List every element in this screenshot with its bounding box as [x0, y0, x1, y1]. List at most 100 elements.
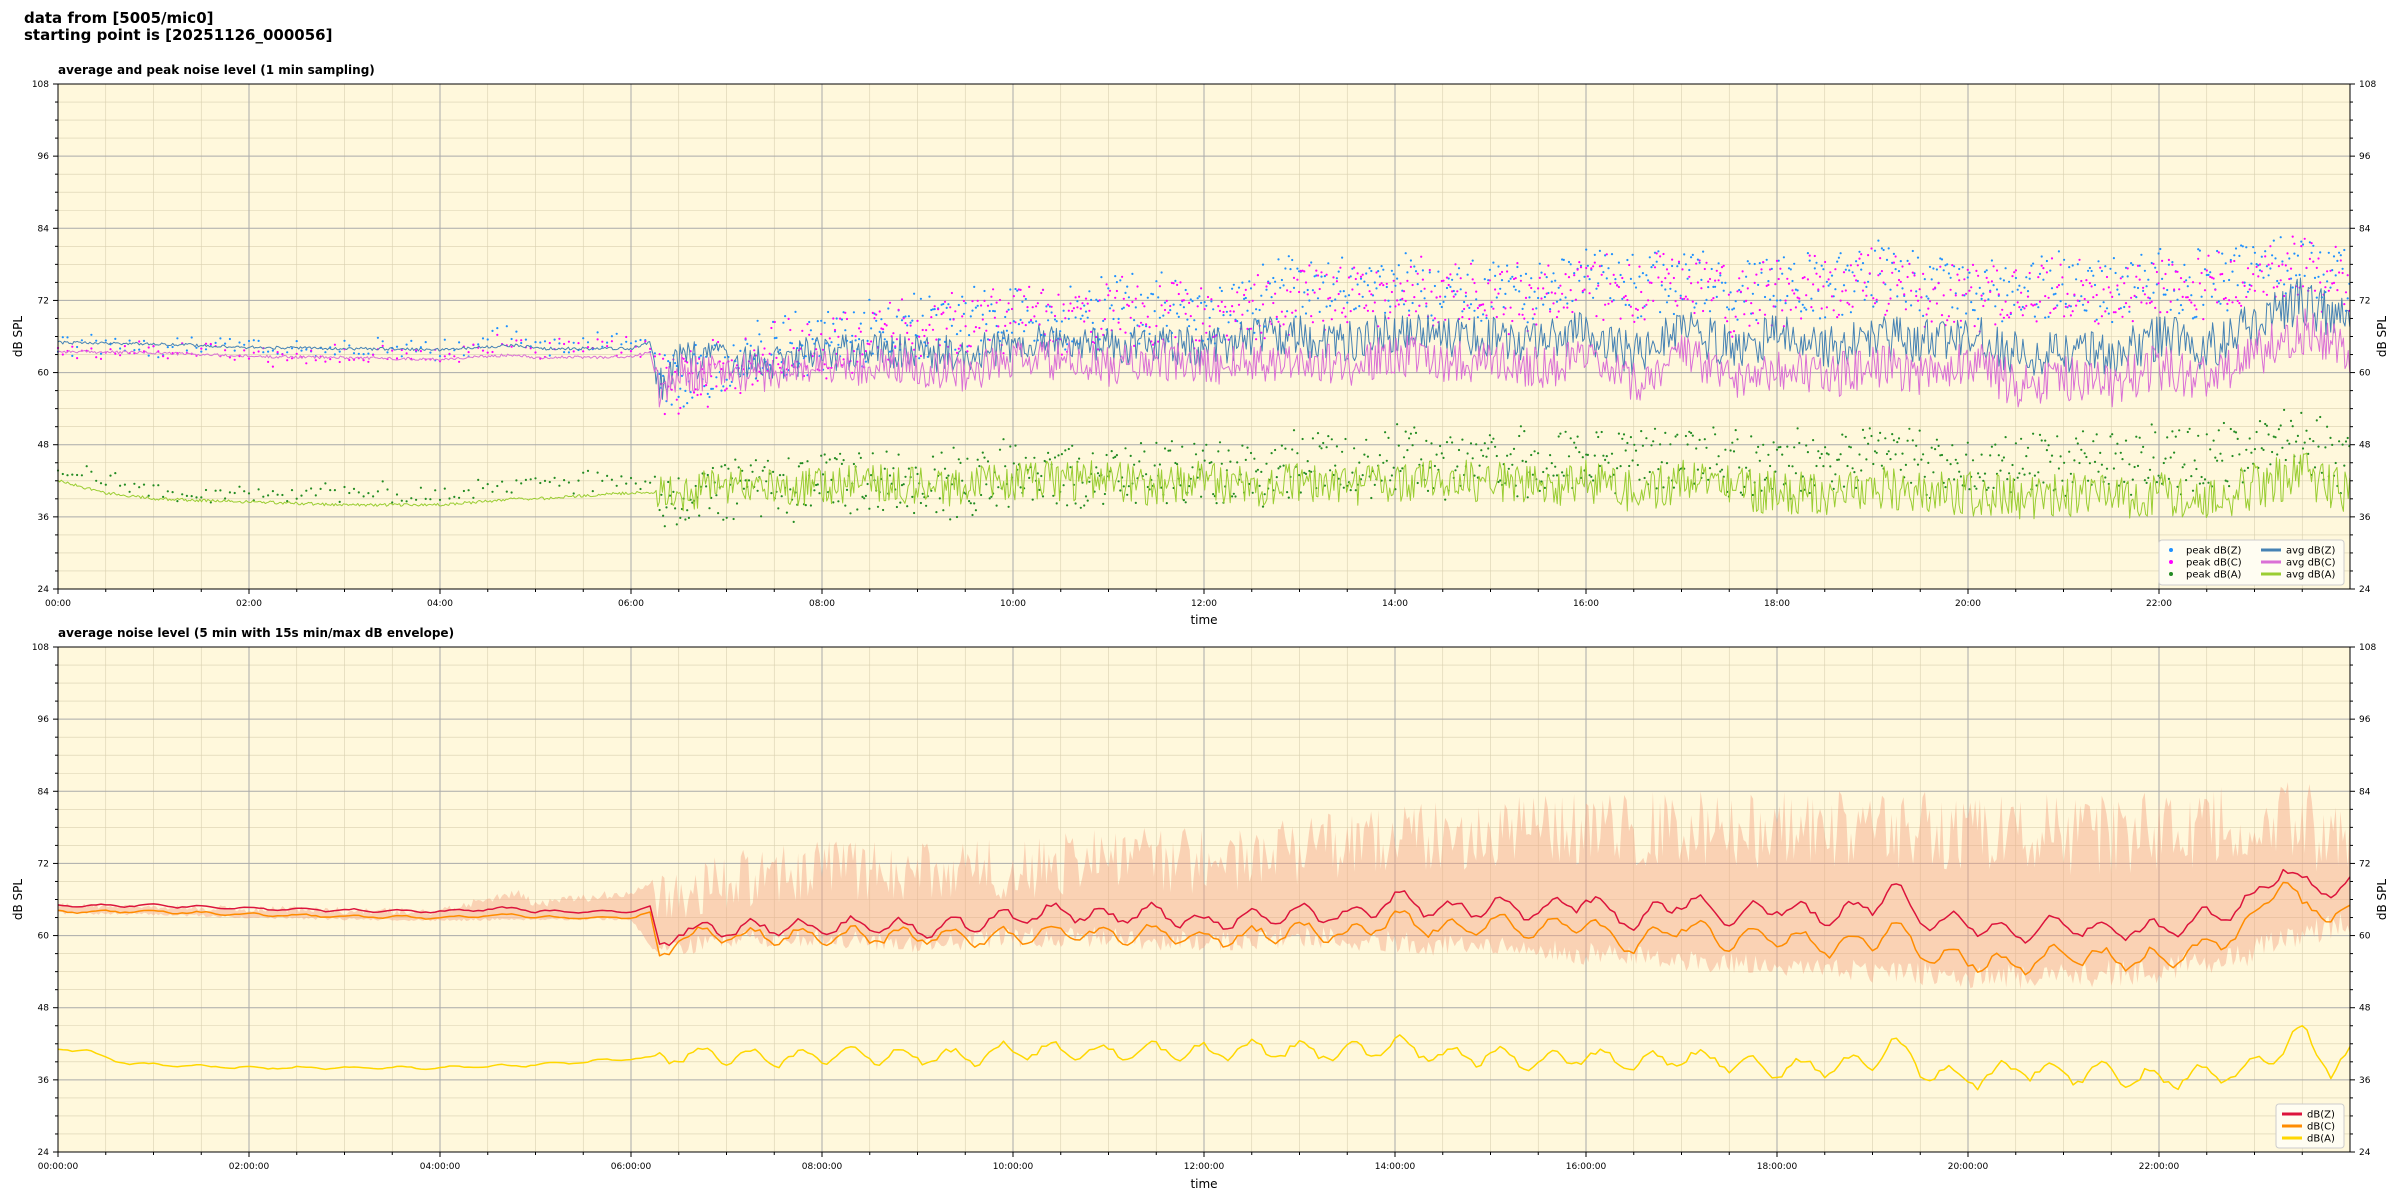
peak-point — [1047, 319, 1050, 322]
peak-point — [1401, 289, 1404, 292]
peak-point — [1573, 274, 1576, 277]
peak-point — [2025, 276, 2028, 279]
peak-point — [1416, 481, 1419, 485]
peak-point — [754, 459, 758, 462]
peak-point — [1662, 486, 1665, 489]
peak-point — [959, 461, 962, 464]
peak-point — [1316, 297, 1320, 300]
peak-point — [2301, 243, 2305, 246]
peak-point — [682, 357, 685, 360]
peak-point — [2238, 302, 2241, 305]
peak-point — [1507, 467, 1510, 470]
peak-point — [548, 480, 551, 484]
peak-point — [2198, 482, 2201, 485]
peak-point — [472, 343, 475, 346]
peak-point — [2217, 300, 2220, 303]
peak-point — [1612, 473, 1615, 476]
peak-point — [1879, 257, 1882, 260]
peak-point — [1973, 325, 1976, 328]
peak-point — [1569, 289, 1572, 292]
peak-point — [1741, 270, 1744, 273]
peak-point — [1112, 456, 1115, 459]
peak-point — [1298, 474, 1301, 477]
peak-point — [1083, 320, 1086, 323]
peak-point — [1158, 463, 1161, 466]
peak-point — [1103, 318, 1106, 321]
peak-point — [978, 326, 981, 330]
peak-point — [1108, 289, 1112, 292]
peak-point — [1012, 295, 1015, 298]
peak-point — [2147, 296, 2150, 299]
peak-point — [1999, 313, 2002, 316]
peak-point — [1832, 487, 1835, 490]
peak-point — [974, 509, 978, 512]
peak-point — [2021, 467, 2024, 470]
peak-point — [2138, 436, 2141, 439]
y-tick-label-right: 84 — [2359, 224, 2371, 234]
peak-point — [904, 322, 907, 325]
peak-point — [1750, 435, 1753, 438]
peak-point — [1719, 272, 1722, 275]
peak-point — [2061, 479, 2064, 482]
peak-point — [663, 354, 666, 357]
peak-point — [224, 497, 227, 500]
peak-point — [1707, 286, 1710, 289]
peak-point — [1992, 265, 1995, 268]
peak-point — [1413, 265, 1416, 268]
peak-point — [2248, 288, 2251, 291]
peak-point — [911, 495, 914, 498]
peak-point — [1702, 309, 1705, 313]
peak-point — [2102, 301, 2105, 304]
peak-point — [1997, 454, 2000, 457]
peak-point — [1930, 446, 1933, 449]
peak-point — [1910, 304, 1913, 307]
peak-point — [969, 502, 972, 505]
peak-point — [1439, 302, 1442, 305]
peak-point — [1081, 314, 1084, 317]
peak-point — [1315, 269, 1318, 272]
peak-point — [1860, 469, 1863, 472]
peak-point — [1062, 484, 1065, 487]
peak-point — [708, 395, 711, 399]
peak-point — [1509, 277, 1512, 280]
peak-point — [1930, 320, 1933, 323]
peak-point — [1310, 315, 1313, 318]
peak-point — [1559, 284, 1562, 287]
peak-point — [907, 467, 911, 470]
peak-point — [1757, 283, 1760, 286]
peak-point — [295, 497, 298, 500]
peak-point — [586, 341, 590, 344]
legend: peak dB(Z)peak dB(C)peak dB(A)avg dB(Z)a… — [2158, 539, 2345, 586]
peak-point — [2099, 305, 2102, 308]
peak-point — [859, 330, 862, 333]
peak-point — [639, 338, 642, 342]
peak-point — [1248, 280, 1251, 283]
peak-point — [878, 310, 881, 313]
peak-point — [1088, 480, 1091, 483]
peak-point — [818, 492, 821, 495]
peak-point — [1600, 430, 1603, 434]
peak-point — [792, 347, 795, 350]
peak-point — [2291, 425, 2294, 428]
peak-point — [1798, 441, 1801, 445]
peak-point — [1965, 453, 1968, 456]
peak-point — [943, 300, 947, 303]
peak-point — [949, 306, 952, 309]
peak-point — [1306, 288, 1309, 292]
peak-point — [2319, 281, 2322, 284]
peak-point — [1946, 319, 1949, 322]
peak-point — [1793, 262, 1796, 265]
peak-point — [1402, 290, 1406, 293]
peak-point — [2250, 262, 2253, 265]
peak-point — [1920, 458, 1923, 461]
peak-point — [1877, 274, 1880, 277]
peak-point — [1332, 283, 1335, 286]
peak-point — [1169, 309, 1172, 312]
peak-point — [997, 486, 1000, 489]
peak-point — [1751, 493, 1754, 497]
peak-point — [1712, 297, 1715, 300]
peak-point — [859, 456, 862, 459]
peak-point — [739, 391, 742, 395]
peak-point — [629, 350, 633, 353]
peak-point — [2185, 296, 2188, 299]
